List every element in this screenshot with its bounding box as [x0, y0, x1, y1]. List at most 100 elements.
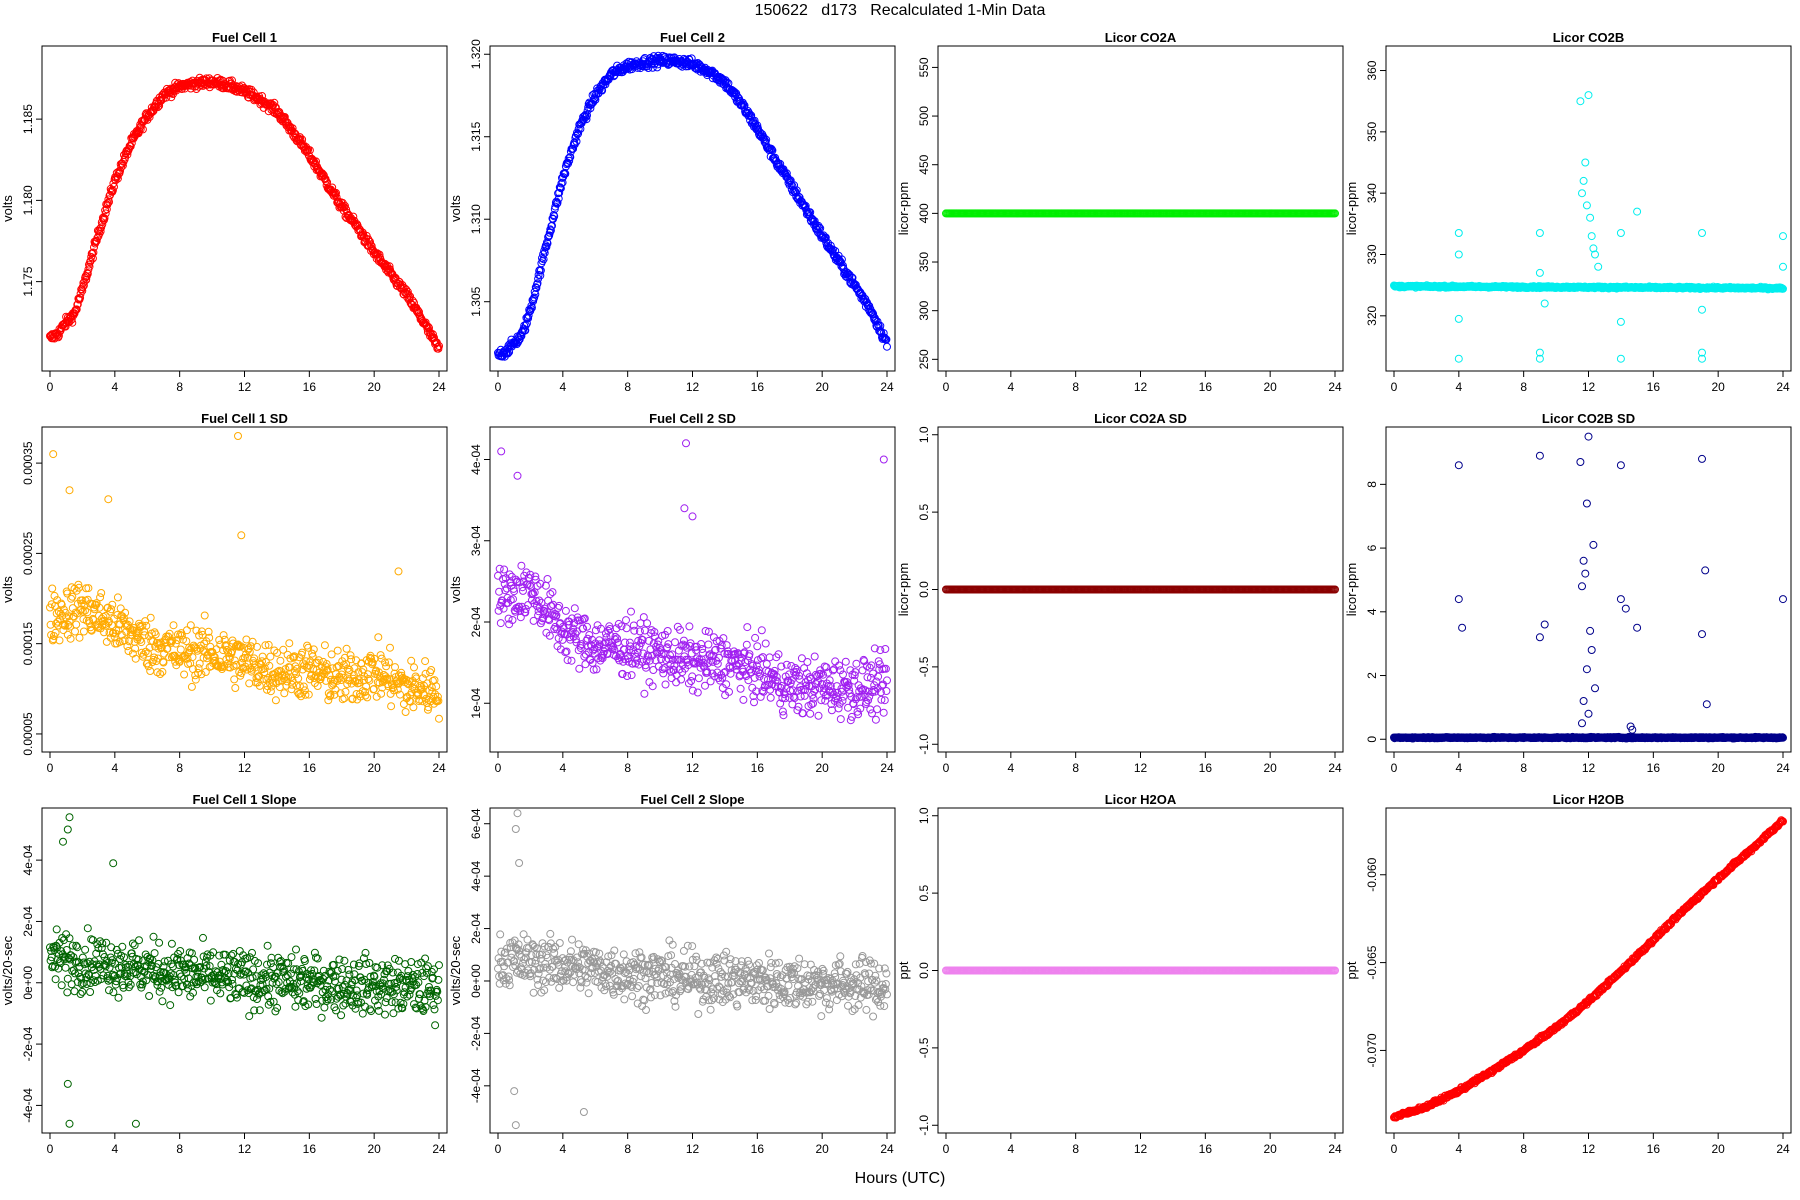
- data-point: [761, 136, 770, 145]
- data-point: [117, 163, 126, 172]
- data-point: [694, 674, 703, 683]
- x-tick-label: 24: [880, 380, 894, 394]
- data-points: [1390, 432, 1787, 743]
- y-axis-label: licor-ppm: [1344, 182, 1359, 235]
- data-point: [231, 684, 240, 692]
- y-tick-label: 0.0: [917, 581, 931, 598]
- data-point: [841, 657, 850, 666]
- y-axis-label: volts: [0, 576, 15, 603]
- data-point: [803, 658, 812, 666]
- data-point: [768, 146, 777, 155]
- data-point: [430, 337, 439, 345]
- data-point: [750, 116, 759, 125]
- data-point: [543, 575, 552, 583]
- data-point: [539, 255, 548, 264]
- data-point: [97, 589, 106, 597]
- data-point: [394, 567, 403, 576]
- x-tick-label: 0: [495, 380, 502, 394]
- y-axis-label: licor-ppm: [896, 182, 911, 235]
- y-axis-label: volts: [0, 195, 15, 222]
- data-point: [575, 664, 584, 673]
- data-point: [682, 439, 690, 448]
- x-tick-label: 24: [1328, 761, 1342, 775]
- data-point: [1454, 229, 1463, 237]
- data-point: [332, 193, 341, 202]
- data-point: [643, 619, 652, 628]
- data-point: [83, 269, 92, 278]
- data-point: [271, 696, 280, 705]
- data-point: [375, 250, 384, 259]
- data-point: [275, 108, 284, 116]
- data-point: [671, 638, 679, 647]
- data-points: [494, 439, 891, 725]
- x-tick-label: 8: [1520, 380, 1527, 394]
- data-points: [46, 432, 443, 723]
- data-point: [546, 226, 555, 235]
- data-point: [143, 115, 152, 124]
- data-point: [873, 322, 881, 331]
- x-tick-label: 16: [303, 761, 317, 775]
- data-point: [544, 596, 553, 605]
- y-tick-label: 2e-04: [469, 606, 483, 637]
- x-tick-label: 8: [176, 761, 183, 775]
- plot-frame: [489, 45, 896, 372]
- data-point: [402, 285, 411, 294]
- data-point: [340, 201, 349, 210]
- data-point: [342, 644, 351, 653]
- data-point: [319, 170, 328, 179]
- y-tick-label: 4e-04: [469, 444, 483, 475]
- x-tick-label: 8: [176, 380, 183, 394]
- data-point: [1586, 213, 1595, 222]
- data-point: [848, 273, 857, 282]
- data-point: [88, 254, 97, 263]
- data-point: [421, 657, 430, 666]
- data-point: [767, 144, 776, 153]
- y-tick-label: 1.0: [917, 426, 931, 443]
- y-tick-label: 400: [917, 203, 931, 223]
- data-point: [704, 640, 713, 649]
- data-point: [1576, 97, 1585, 106]
- data-point: [285, 639, 294, 648]
- data-point: [435, 342, 443, 350]
- data-point: [1535, 229, 1544, 237]
- data-point: [558, 178, 567, 187]
- data-point: [879, 708, 888, 717]
- panel-title: Fuel Cell 1: [212, 30, 277, 45]
- data-point: [311, 160, 320, 169]
- data-point: [1779, 232, 1787, 241]
- data-point: [409, 703, 418, 712]
- data-point: [92, 236, 101, 245]
- x-tick-label: 0: [495, 761, 502, 775]
- data-point: [526, 304, 535, 313]
- data-point: [88, 249, 97, 258]
- data-point: [1616, 354, 1625, 363]
- y-tick-label: 6: [1365, 544, 1379, 551]
- data-point: [627, 671, 636, 680]
- x-tick-label: 8: [624, 380, 631, 394]
- data-point: [187, 682, 196, 691]
- data-point: [876, 321, 885, 330]
- data-point: [71, 627, 79, 636]
- data-point: [102, 637, 111, 646]
- data-point: [258, 92, 266, 100]
- x-tick-label: 12: [1582, 380, 1596, 394]
- x-tick-label: 24: [1776, 761, 1790, 775]
- x-tick-label: 4: [559, 761, 566, 775]
- x-tick-label: 24: [1328, 380, 1342, 394]
- data-point: [387, 702, 396, 711]
- data-points: [46, 73, 443, 353]
- panel-title: Licor CO2B SD: [1542, 411, 1635, 426]
- data-point: [688, 672, 697, 681]
- data-point: [312, 157, 320, 166]
- data-point: [762, 660, 771, 668]
- data-point: [821, 233, 830, 242]
- x-tick-label: 20: [815, 380, 829, 394]
- data-point: [743, 623, 752, 632]
- data-point: [427, 666, 436, 674]
- data-point: [556, 184, 565, 193]
- plot-frame: [1385, 426, 1792, 753]
- data-point: [333, 646, 342, 655]
